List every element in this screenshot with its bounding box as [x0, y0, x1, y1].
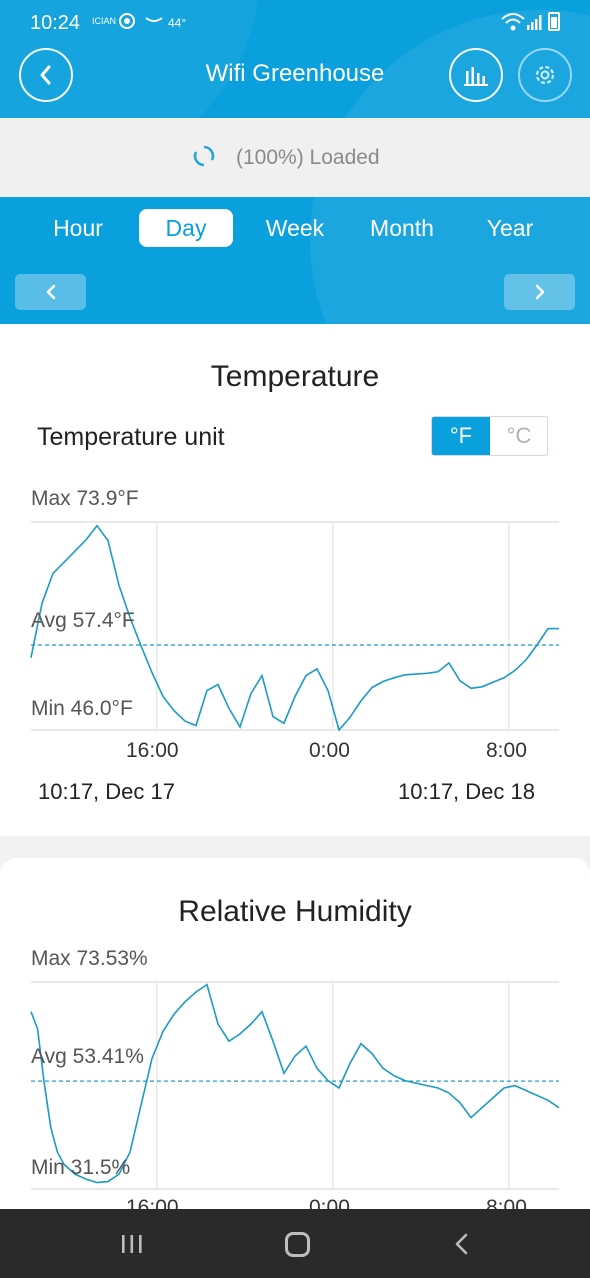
temperature-chart [30, 521, 559, 732]
chevron-right-icon [535, 284, 544, 300]
temp-x-tick: 8:00 [486, 739, 527, 762]
humidity-title: Relative Humidity [178, 895, 412, 928]
temperature-unit-label: Temperature unit [37, 423, 225, 451]
temperature-card [0, 324, 590, 836]
page-title: Wifi Greenhouse [205, 60, 385, 87]
refresh-icon [193, 145, 215, 167]
status-time: 10:24 [30, 12, 81, 34]
unit-fahrenheit-button[interactable]: °F [432, 417, 490, 455]
tab-week[interactable]: Week [265, 214, 325, 241]
tab-day[interactable]: Day [139, 209, 233, 247]
tab-hour[interactable]: Hour [53, 214, 103, 241]
settings-button[interactable] [518, 48, 572, 102]
signal-icon [527, 15, 542, 30]
unit-celsius-button[interactable]: °C [506, 423, 532, 448]
chevron-left-icon [40, 65, 51, 85]
humidity-series-line [30, 983, 560, 1184]
tab-year[interactable]: Year [486, 214, 534, 241]
temp-min-label: Min 46.0°F [31, 697, 133, 720]
period-tabs: Hour Day Week Month Year [0, 197, 590, 260]
chevron-left-icon [46, 284, 55, 300]
humidity-min-label: Min 31.5% [31, 1156, 131, 1179]
home-icon[interactable] [285, 1232, 310, 1257]
gear-icon [535, 65, 555, 85]
humidity-card [0, 858, 590, 1218]
tab-month[interactable]: Month [370, 214, 434, 241]
humidity-avg-label: Avg 53.41% [31, 1045, 144, 1068]
temp-avg-label: Avg 57.4°F [31, 609, 135, 632]
temp-max-label: Max 73.9°F [31, 487, 139, 510]
amazon-icon [145, 17, 163, 22]
system-back-icon[interactable] [452, 1233, 472, 1255]
temperature-series-line [30, 524, 559, 732]
range-start-label: 10:17, Dec 17 [38, 779, 175, 804]
load-status-text: (100%) Loaded [236, 146, 380, 169]
temperature-unit-toggle: °F °C [431, 416, 548, 456]
status-bar: 10:24 ICIAN 44° [0, 0, 590, 44]
system-nav-bar [0, 1209, 590, 1278]
back-button[interactable] [19, 48, 73, 102]
humidity-max-label: Max 73.53% [31, 947, 148, 970]
temp-x-tick: 16:00 [126, 739, 179, 762]
bar-chart-icon [464, 67, 488, 86]
chart-button[interactable] [449, 48, 503, 102]
location-icon [119, 13, 135, 29]
load-status-bar [0, 118, 590, 197]
wifi-icon [501, 13, 525, 31]
next-period-button[interactable] [504, 274, 575, 310]
temperature-title: Temperature [210, 360, 380, 393]
previous-period-button[interactable] [15, 274, 86, 310]
status-notification-text: ICIAN [92, 16, 117, 26]
status-temperature: 44° [168, 16, 187, 30]
battery-icon [548, 12, 560, 31]
humidity-chart [30, 981, 560, 1190]
range-end-label: 10:17, Dec 18 [398, 779, 535, 804]
temp-x-tick: 0:00 [309, 739, 350, 762]
recent-apps-icon[interactable] [120, 1234, 144, 1254]
